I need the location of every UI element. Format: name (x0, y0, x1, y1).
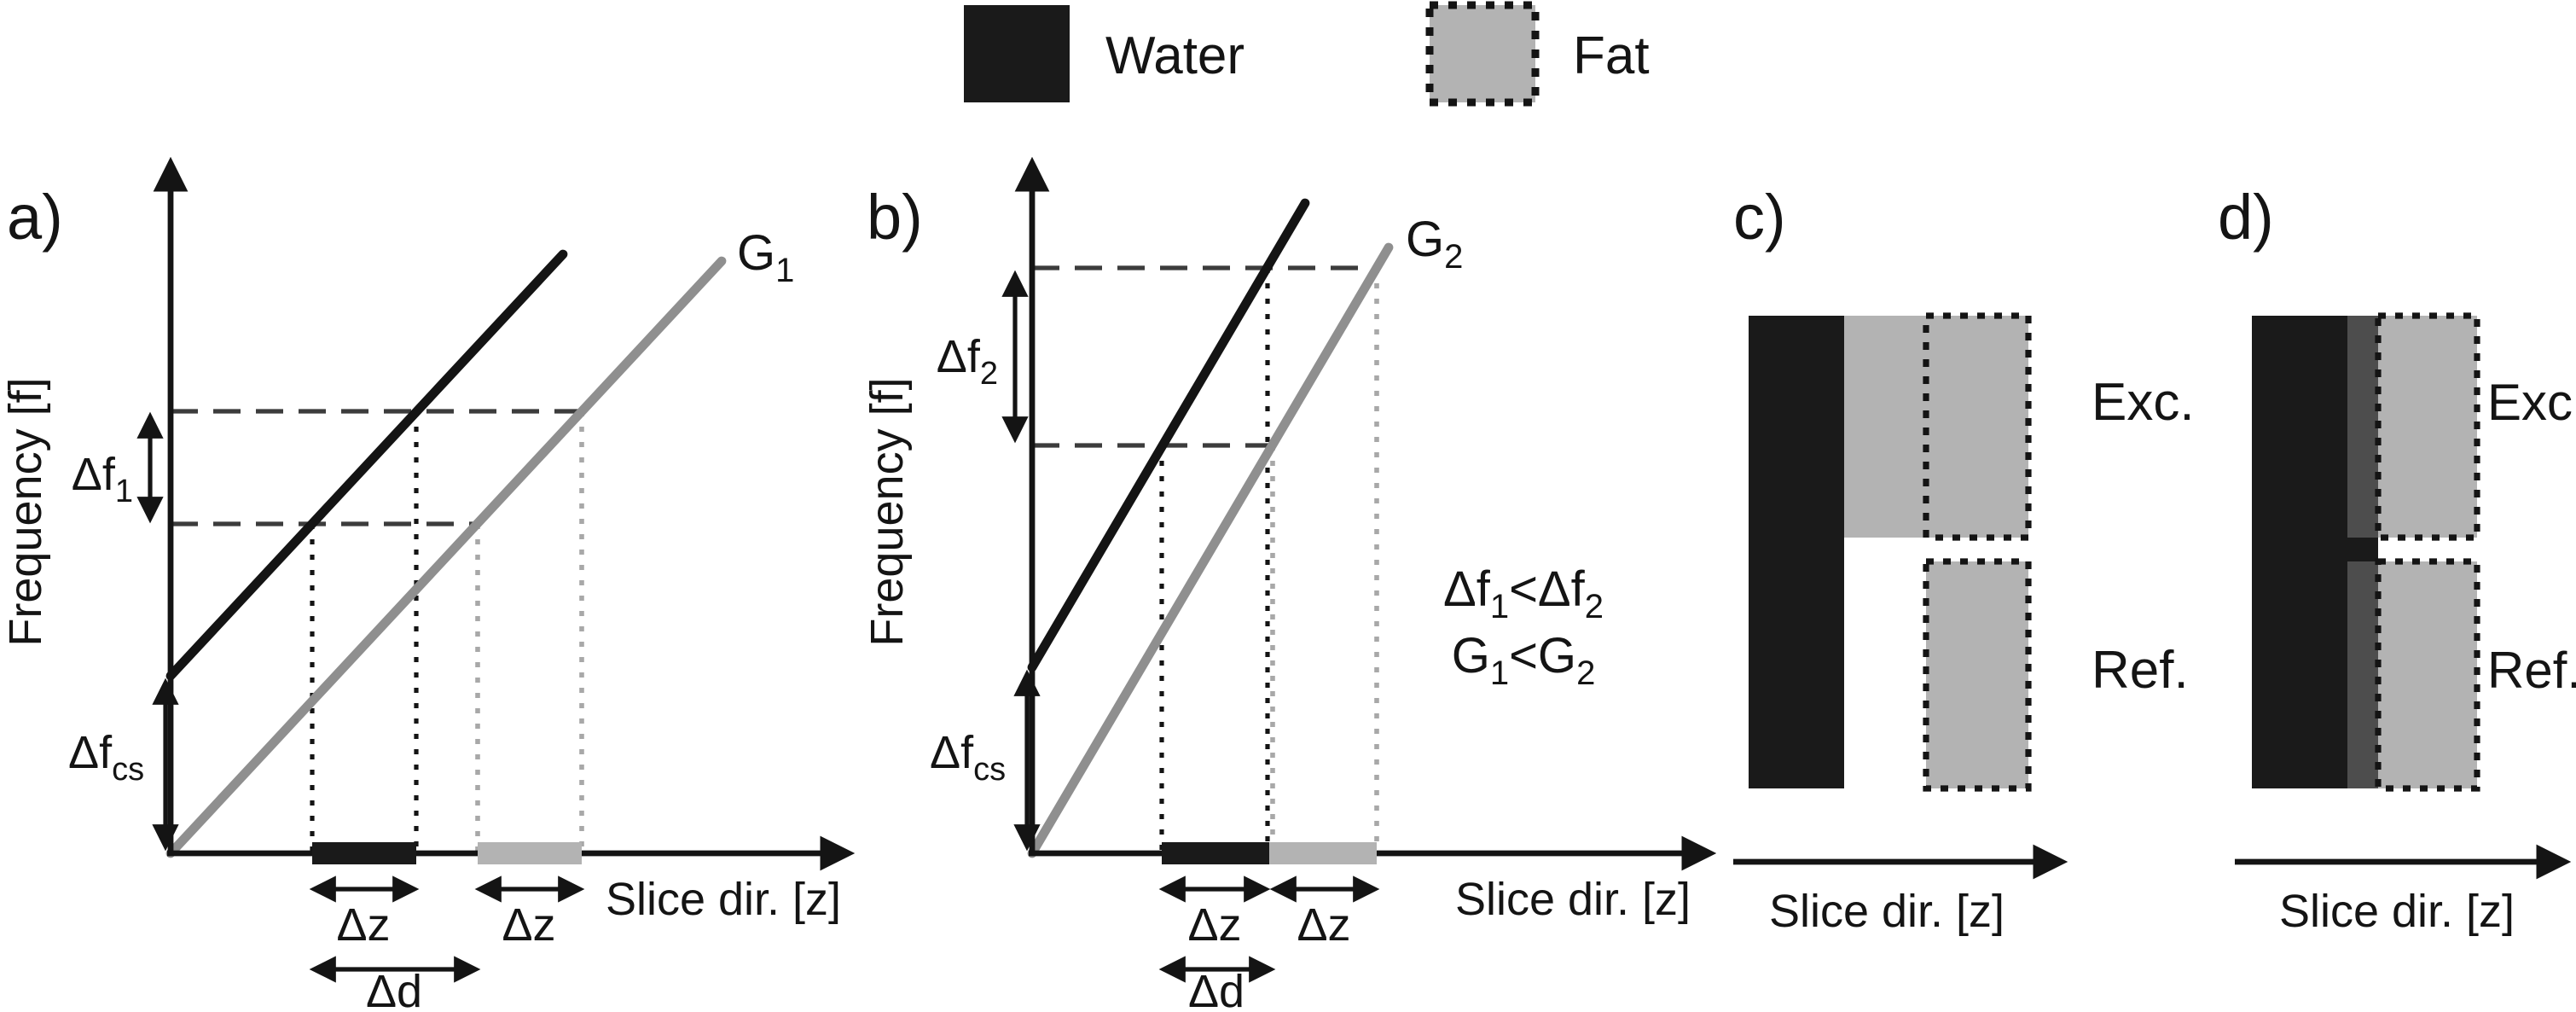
panel-b-water-frequency-line (1027, 198, 1310, 672)
legend-fat-swatch (1425, 1, 1540, 107)
panel-c-fat-ref-slice-rect (1923, 558, 2032, 792)
panel-a: a) Frequency [f] G1 Δf1 Δfcs Δz Δz Δd Sl (0, 156, 856, 1012)
panel-a-water-delta-z-label: Δz (336, 899, 390, 951)
panel-b-water-delta-z-label: Δz (1187, 899, 1241, 951)
panel-a-delta-f-label: Δf1 (72, 449, 133, 509)
panel-b-gradient-label: G2 (1406, 212, 1463, 276)
panel-a-fat-delta-z-label: Δz (502, 899, 555, 951)
panel-b-y-axis-label: Frequency [f] (862, 377, 913, 646)
panel-d-water-slice-rect (2252, 316, 2347, 788)
panel-b-annotation-line1: Δf1<Δf2 (1443, 561, 1604, 625)
panel-d-fat-exc-slice-rect (2375, 312, 2480, 541)
panel-d-overlap-gap-rect (2347, 538, 2378, 561)
panel-c-fat-exc-slice-rect (1923, 312, 2032, 541)
panel-b-fat-frequency-line (1027, 242, 1394, 858)
panel-b: b) Frequency [f] G2 Δf2 Δfcs Δz Δz Δd Sl… (862, 156, 1717, 1012)
panel-a-fat-frequency-line (165, 256, 727, 858)
legend: Water Fat (964, 1, 1650, 107)
panel-a-x-axis-label: Slice dir. [z] (606, 874, 841, 925)
panel-a-delta-d-label: Δd (366, 966, 422, 1012)
panel-c-fat-exc-overlap-rect (1844, 316, 1926, 538)
panel-a-gradient-label: G1 (737, 225, 794, 289)
legend-fat-label: Fat (1573, 26, 1650, 85)
panel-b-fat-delta-z-label: Δz (1297, 899, 1350, 951)
panel-a-label: a) (7, 182, 63, 253)
panel-b-annotation-line2: G1<G2 (1452, 628, 1596, 692)
panel-b-x-axis-label: Slice dir. [z] (1455, 874, 1691, 925)
panel-a-y-axis-label: Frequency [f] (0, 377, 51, 646)
legend-water-swatch (964, 5, 1070, 102)
panel-c-exc-label: Exc. (2092, 373, 2195, 432)
panel-b-delta-f-label: Δf2 (937, 331, 998, 392)
panel-b-delta-d-label: Δd (1188, 966, 1244, 1012)
panel-c-ref-label: Ref. (2092, 641, 2189, 700)
panel-d-fat-ref-slice-rect (2375, 558, 2480, 792)
panel-d-exc-label: Exc. (2487, 374, 2576, 431)
panel-d-label: d) (2218, 182, 2274, 253)
panel-c-water-slice-rect (1749, 316, 1844, 788)
panel-b-delta-f-cs-label: Δfcs (930, 727, 1006, 788)
panel-c-x-axis-label: Slice dir. [z] (1769, 886, 2005, 937)
panel-d-ref-label: Ref. (2487, 642, 2576, 699)
panel-b-label: b) (867, 182, 923, 253)
panel-a-water-frequency-line (165, 249, 568, 681)
legend-water-label: Water (1105, 26, 1244, 85)
panel-d: d) Exc. Ref. Slice dir. [z] (2218, 182, 2576, 937)
panel-b-fat-slab (1269, 842, 1377, 864)
panel-c-label: c) (1733, 182, 1786, 253)
panel-b-water-slab (1162, 842, 1269, 864)
panel-c: c) Exc. Ref. Slice dir. [z] (1733, 182, 2195, 937)
panel-d-x-axis-label: Slice dir. [z] (2279, 886, 2515, 937)
panel-a-delta-f-cs-label: Δfcs (68, 727, 144, 788)
panel-a-water-slab (312, 842, 416, 864)
panel-a-fat-slab (478, 842, 582, 864)
